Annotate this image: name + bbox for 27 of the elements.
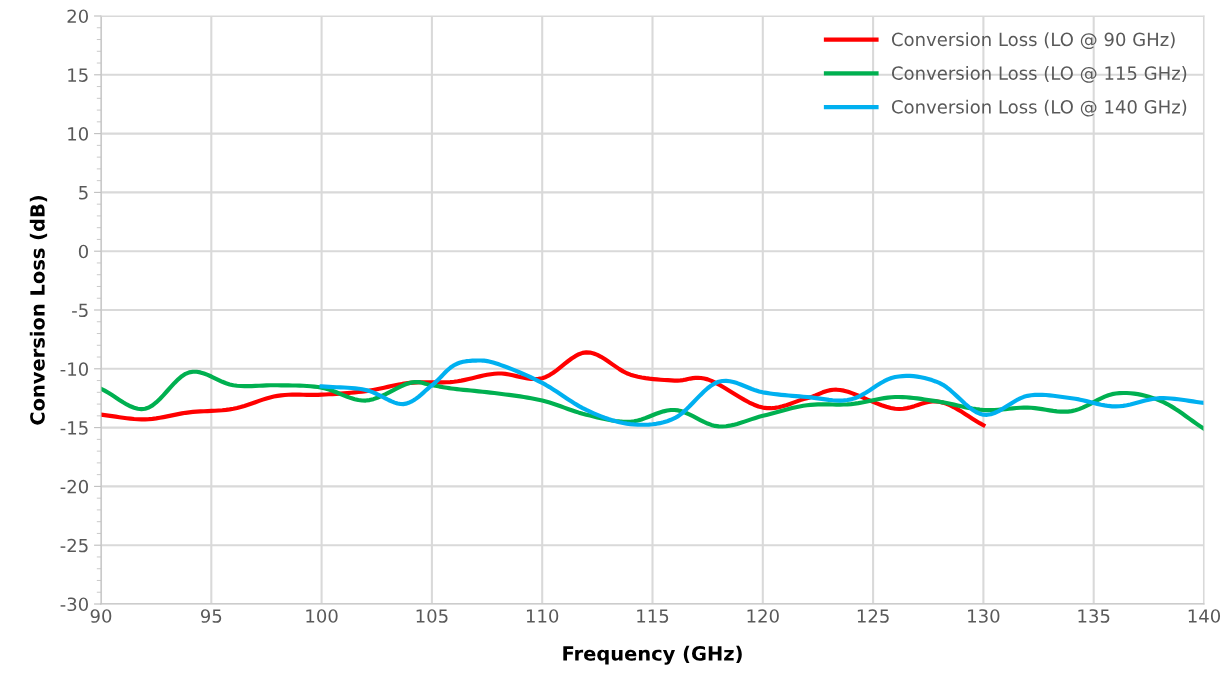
y-axis-title: Conversion Loss (dB) (29, 196, 48, 425)
y-tick-label: -5 (72, 303, 88, 318)
legend-label: Conversion Loss (LO @ 115 GHz) (891, 65, 1187, 83)
x-tick-label: 105 (416, 609, 448, 623)
x-tick-label: 95 (200, 609, 222, 623)
y-tick-label: -15 (60, 421, 88, 435)
x-tick-label: 100 (306, 609, 338, 623)
legend-label: Conversion Loss (LO @ 140 GHz) (891, 99, 1187, 117)
legend-label: Conversion Loss (LO @ 90 GHz) (891, 32, 1175, 50)
x-tick-label: 125 (857, 609, 889, 623)
x-tick-label: 90 (90, 609, 112, 623)
y-tick-label: -25 (60, 538, 88, 553)
x-axis-title: Frequency (GHz) (563, 645, 742, 665)
x-tick-label: 135 (1078, 609, 1110, 623)
x-tick-label: 140 (1188, 609, 1221, 623)
y-tick-label: 20 (67, 9, 88, 24)
y-tick-label: -10 (60, 362, 88, 376)
y-tick-label: 5 (79, 186, 88, 200)
y-tick-label: 10 (68, 127, 88, 141)
x-tick-label: 115 (637, 609, 669, 623)
x-tick-label: 120 (747, 609, 779, 623)
y-tick-label: 15 (68, 68, 88, 82)
y-tick-label: 0 (78, 244, 88, 259)
y-tick-label: -20 (60, 479, 88, 494)
y-tick-label: -30 (60, 597, 88, 612)
x-tick-label: 130 (968, 609, 1000, 623)
x-tick-label: 110 (526, 609, 559, 623)
